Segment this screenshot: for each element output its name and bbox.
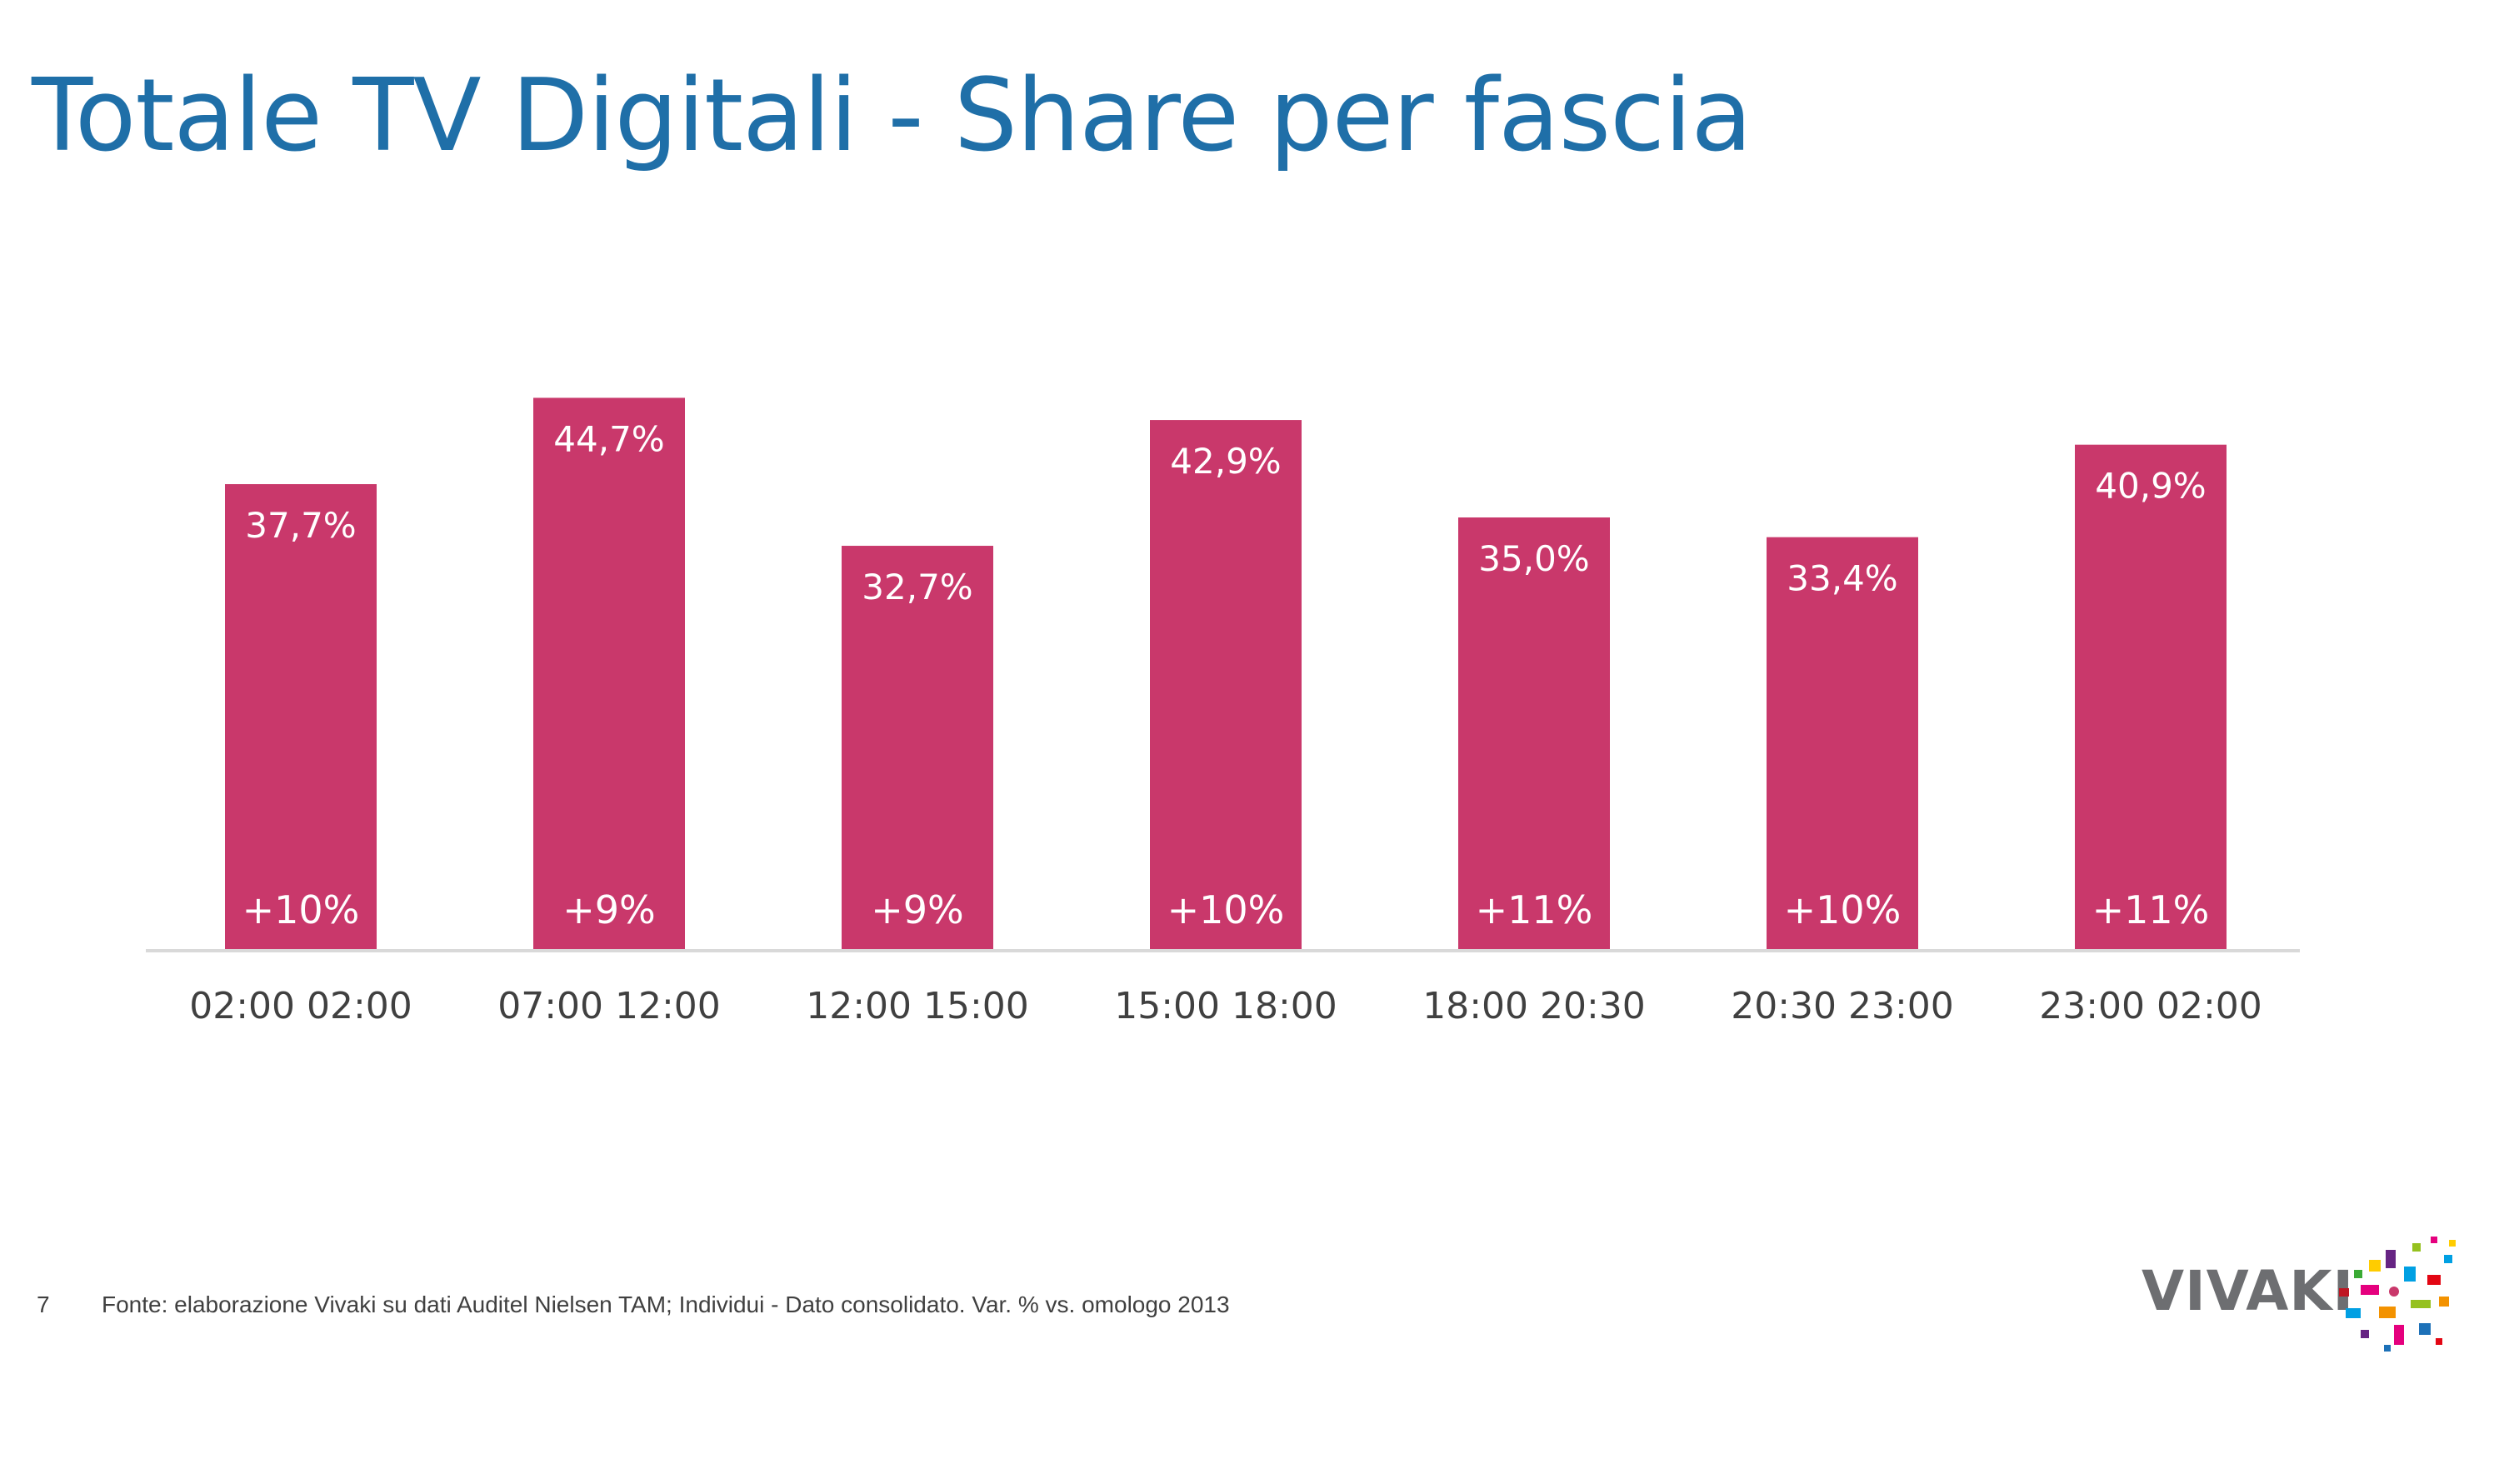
category-tick-label: 18:00 20:30 <box>1422 985 1646 1027</box>
bar <box>2075 444 2227 949</box>
bar <box>1767 537 1918 949</box>
slide-title: Totale TV Digitali - Share per fascia <box>32 58 1752 174</box>
variation-label: +10% <box>1167 887 1285 932</box>
category-tick-label: 15:00 18:00 <box>1114 985 1337 1027</box>
value-label: 35,0% <box>1478 538 1589 579</box>
vivaki-logo: VIVAKI <box>2142 1221 2475 1362</box>
variation-label: +9% <box>871 887 964 932</box>
value-label: 44,7% <box>553 418 664 459</box>
value-label: 40,9% <box>2095 466 2206 507</box>
bar <box>1150 420 1302 950</box>
value-label: 33,4% <box>1787 558 1897 599</box>
labels-layer: 37,7% +10% 02:00 02:00 44,7% +9% 07:00 12:00 3… <box>189 418 2262 1027</box>
value-label: 32,7% <box>862 567 972 607</box>
variation-label: +10% <box>242 887 360 932</box>
variation-label: +9% <box>562 887 656 932</box>
category-tick-label: 12:00 15:00 <box>806 985 1029 1027</box>
category-tick-label: 02:00 02:00 <box>189 985 412 1027</box>
bars-layer <box>225 397 2227 950</box>
variation-label: +11% <box>1476 887 1593 932</box>
value-label: 37,7% <box>245 505 356 546</box>
source-note: Fonte: elaborazione Vivaki su dati Audit… <box>102 1292 1230 1317</box>
category-tick-label: 23:00 02:00 <box>2039 985 2262 1027</box>
value-label: 42,9% <box>1170 441 1281 482</box>
bar <box>533 397 685 949</box>
bar <box>225 484 377 949</box>
category-tick-label: 20:30 23:00 <box>1731 985 1954 1027</box>
variation-label: +11% <box>2092 887 2210 932</box>
logo-burst-icon <box>2339 1237 2456 1352</box>
logo-wordmark: VIVAKI <box>2142 1259 2355 1323</box>
category-tick-label: 07:00 12:00 <box>497 985 721 1027</box>
bar <box>1458 517 1610 949</box>
page-number: 7 <box>37 1292 50 1317</box>
bar <box>842 546 993 949</box>
variation-label: +10% <box>1784 887 1902 932</box>
